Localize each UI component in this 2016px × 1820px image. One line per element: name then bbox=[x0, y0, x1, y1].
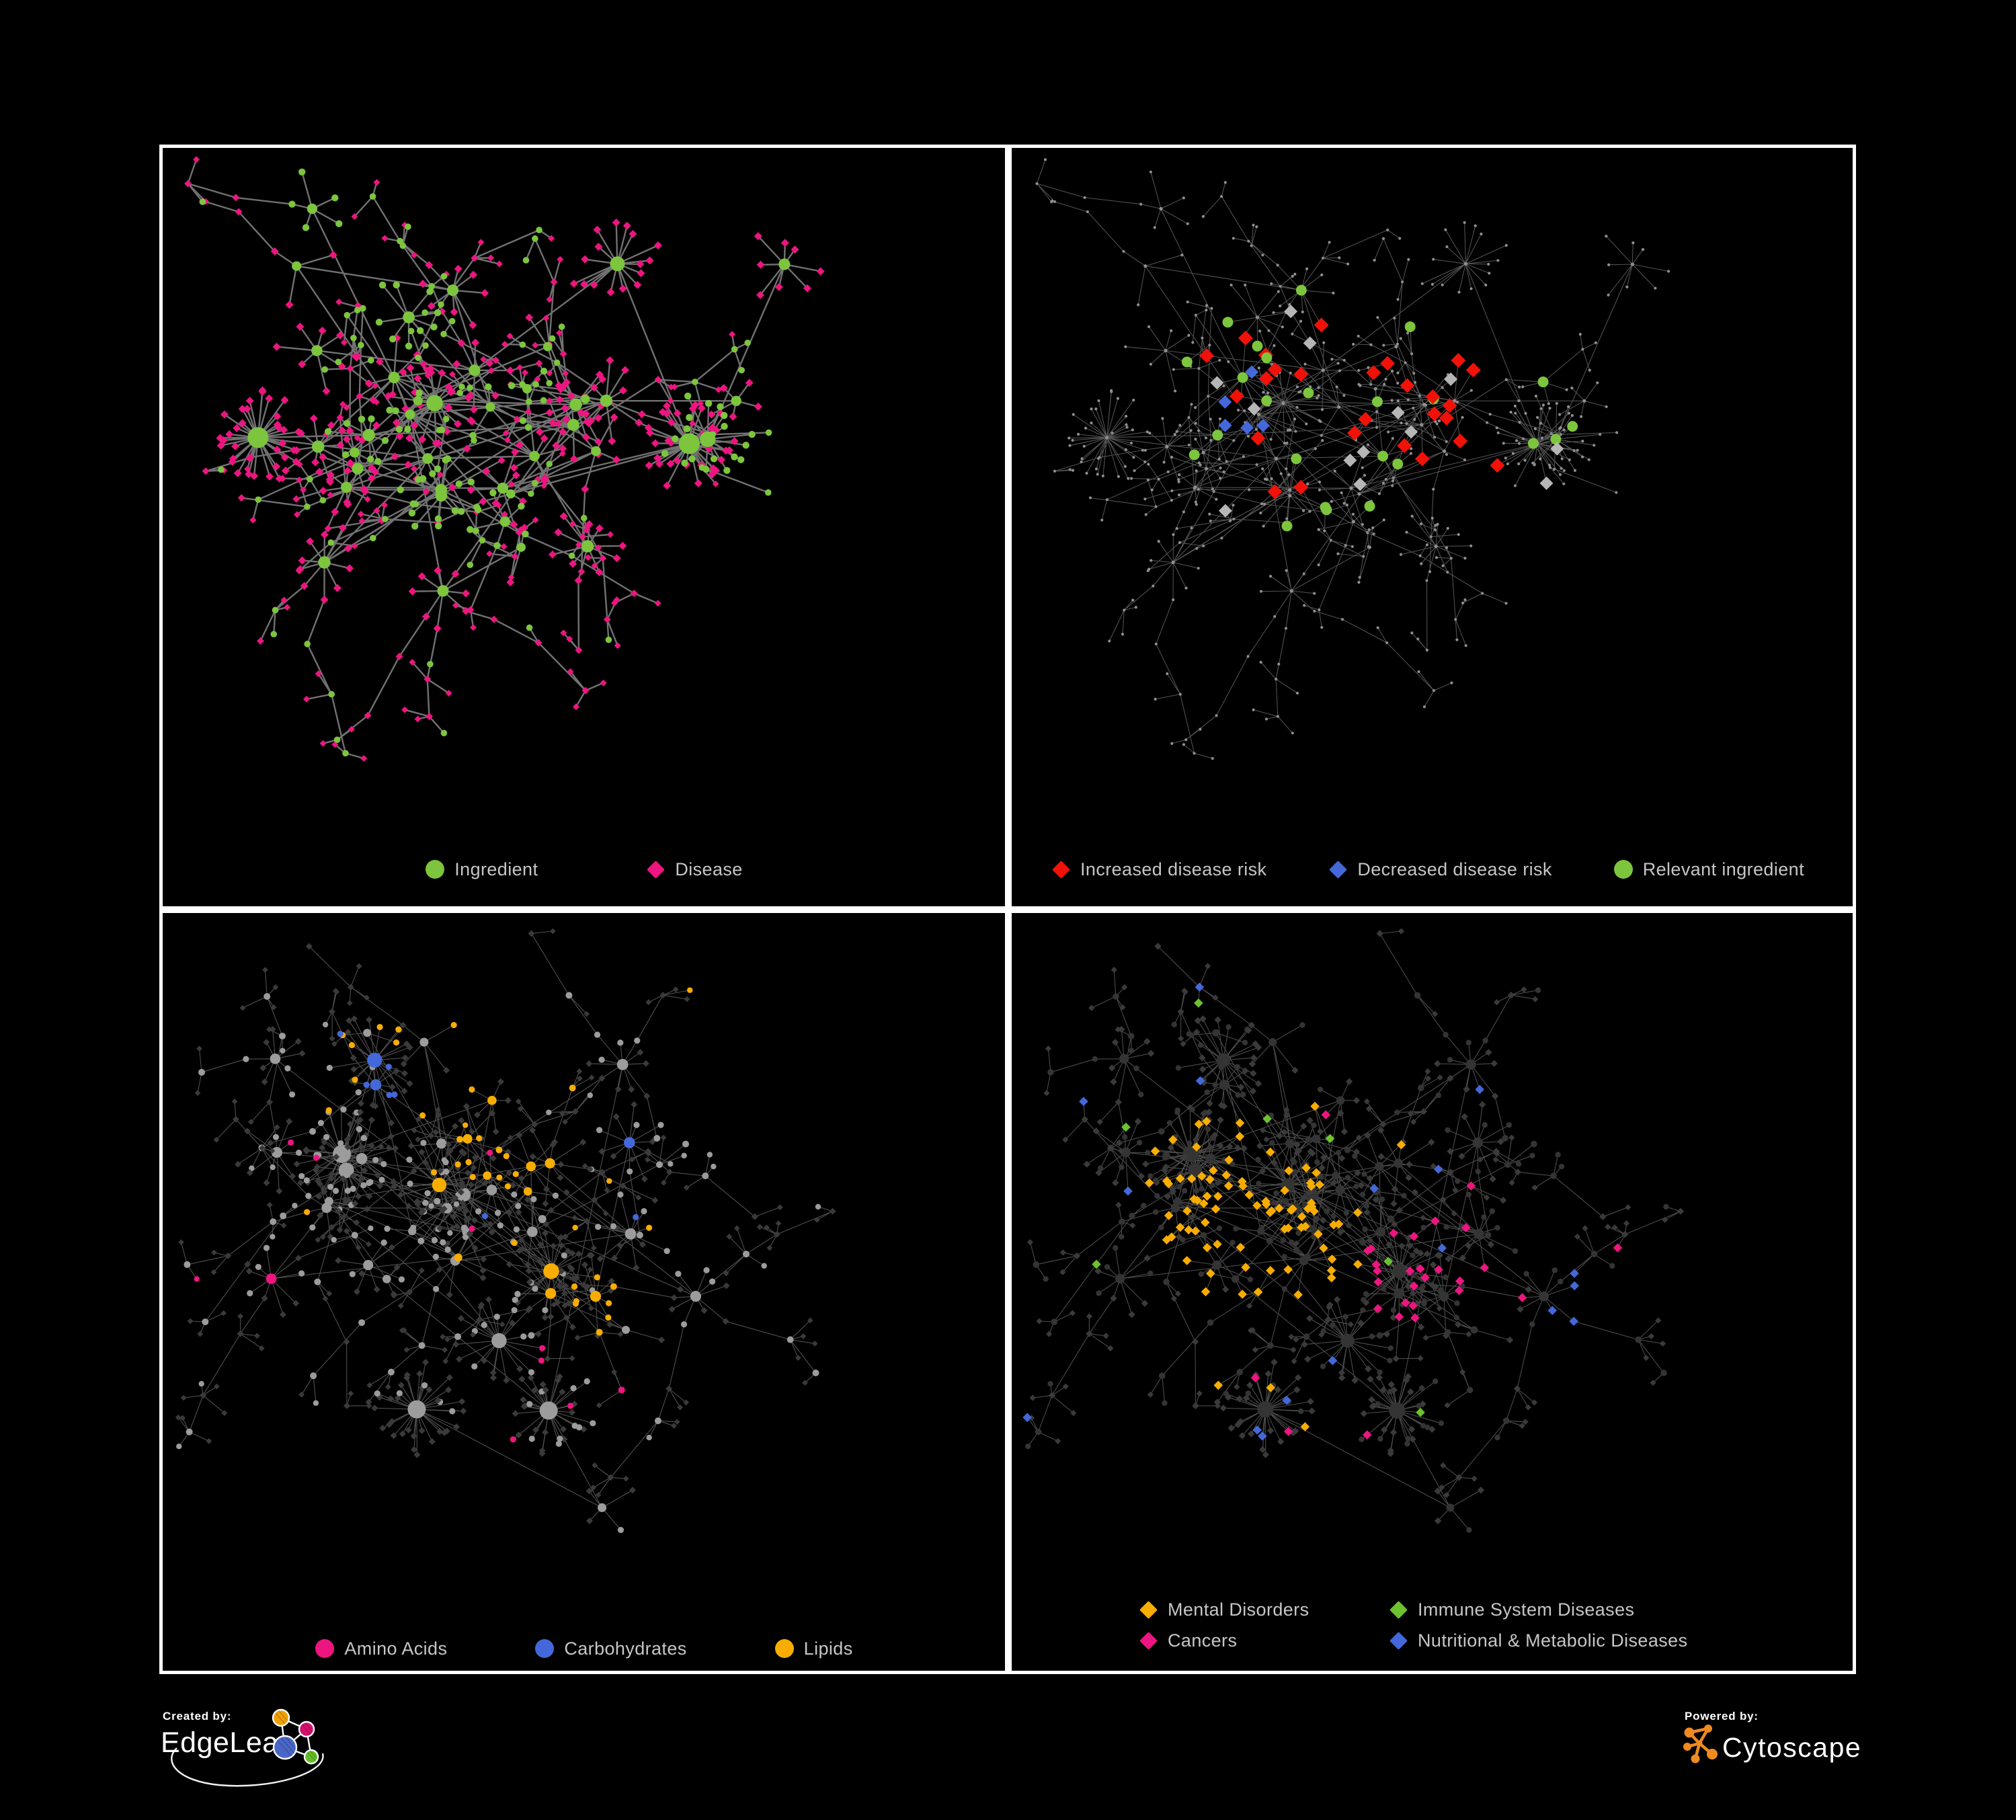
circle-swatch-icon bbox=[534, 1638, 555, 1659]
legend-label: Immune System Diseases bbox=[1418, 1599, 1635, 1620]
legend-item-ingredient: Ingredient bbox=[425, 859, 538, 879]
disease-class-network-graph bbox=[1022, 928, 1685, 1533]
legend-label: Mental Disorders bbox=[1168, 1599, 1309, 1620]
molecule-class-network-graph bbox=[175, 928, 836, 1534]
legend-ingredient-disease: Ingredient Disease bbox=[163, 859, 1005, 879]
panel-molecule-class-network: Amino Acids Carbohydrates Lipids bbox=[159, 910, 1008, 1674]
legend-molecule-classes: Amino Acids Carbohydrates Lipids bbox=[163, 1638, 1005, 1659]
diamond-swatch-icon bbox=[1138, 1599, 1158, 1620]
disease-risk-network-graph bbox=[1035, 158, 1670, 760]
powered-by-label: Powered by: bbox=[1685, 1710, 1759, 1723]
legend-disease-risk: Increased disease risk Decreased disease … bbox=[1051, 859, 1804, 879]
diamond-swatch-icon bbox=[1138, 1630, 1158, 1651]
created-by-label: Created by: bbox=[163, 1710, 232, 1723]
legend-item-disease: Disease bbox=[645, 859, 742, 879]
legend-label: Increased disease risk bbox=[1080, 859, 1267, 879]
cytoscape-logo-icon bbox=[1683, 1725, 1718, 1764]
legend-item-amino-acids: Amino Acids bbox=[315, 1638, 447, 1659]
circle-swatch-icon bbox=[315, 1638, 335, 1659]
diamond-swatch-icon bbox=[1388, 1630, 1408, 1651]
legend-item-increased-disease-risk: Increased disease risk bbox=[1051, 859, 1266, 879]
legend-disease-classes: Mental Disorders Immune System Diseases Ca… bbox=[1138, 1599, 1687, 1651]
legend-label: Lipids bbox=[803, 1638, 853, 1659]
diamond-swatch-icon bbox=[1051, 859, 1071, 879]
ingredient-disease-network-graph bbox=[184, 156, 825, 762]
legend-label: Ingredient bbox=[454, 859, 538, 879]
legend-row: Mental Disorders Immune System Diseases bbox=[1138, 1599, 1634, 1620]
edgeleap-logo-icon bbox=[171, 1708, 324, 1787]
legend-item-carbohydrates: Carbohydrates bbox=[534, 1638, 686, 1659]
legend-label: Decreased disease risk bbox=[1357, 859, 1552, 879]
legend-label: Nutritional & Metabolic Diseases bbox=[1418, 1630, 1688, 1651]
panel-ingredient-disease-network: Ingredient Disease bbox=[159, 145, 1008, 910]
legend-label: Carbohydrates bbox=[564, 1638, 687, 1659]
legend-item-decreased-disease-risk: Decreased disease risk bbox=[1328, 859, 1551, 879]
circle-swatch-icon bbox=[425, 859, 445, 879]
legend-item-immune-system-diseases: Immune System Diseases bbox=[1388, 1599, 1634, 1620]
legend-label: Disease bbox=[675, 859, 743, 879]
legend-label: Amino Acids bbox=[344, 1638, 448, 1659]
diamond-swatch-icon bbox=[1328, 859, 1348, 879]
diamond-swatch-icon bbox=[1388, 1599, 1408, 1620]
legend-item-lipids: Lipids bbox=[774, 1638, 853, 1659]
legend-item-relevant-ingredient: Relevant ingredient bbox=[1613, 859, 1804, 879]
panel-disease-class-network: Mental Disorders Immune System Diseases Ca… bbox=[1008, 910, 1856, 1674]
edgeleap-wordmark: EdgeLeap bbox=[161, 1727, 296, 1759]
circle-swatch-icon bbox=[774, 1638, 795, 1659]
diamond-swatch-icon bbox=[645, 859, 666, 879]
legend-item-nutritional-metabolic-diseases: Nutritional & Metabolic Diseases bbox=[1388, 1630, 1687, 1651]
legend-label: Cancers bbox=[1168, 1630, 1238, 1651]
legend-item-mental-disorders: Mental Disorders bbox=[1138, 1599, 1388, 1620]
legend-row: Cancers Nutritional & Metabolic Diseases bbox=[1138, 1630, 1687, 1651]
cytoscape-wordmark: Cytoscape bbox=[1722, 1732, 1862, 1763]
panel-disease-risk-network: Increased disease risk Decreased disease … bbox=[1008, 145, 1856, 910]
legend-label: Relevant ingredient bbox=[1642, 859, 1804, 879]
circle-swatch-icon bbox=[1613, 859, 1634, 879]
legend-item-cancers: Cancers bbox=[1138, 1630, 1388, 1651]
